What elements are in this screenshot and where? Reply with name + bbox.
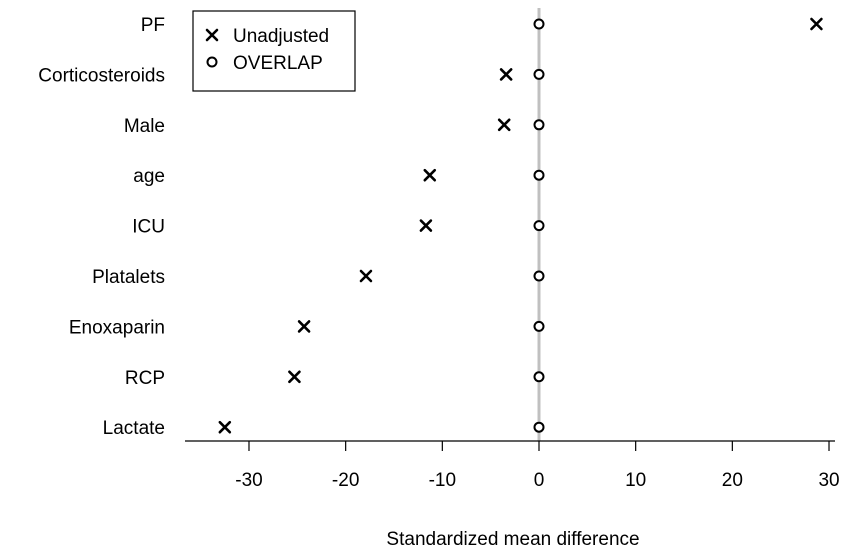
- point-overlap-platalets: [533, 270, 545, 282]
- point-overlap-enoxaparin: [533, 320, 545, 332]
- point-overlap-pf: [533, 18, 545, 30]
- point-unadjusted-male: [497, 118, 511, 132]
- legend-label-unadjusted: Unadjusted: [233, 26, 329, 47]
- x-tick-label-20: 20: [722, 470, 743, 491]
- x-axis: -30 -20 -10 0 10 20 30: [185, 440, 840, 491]
- x-tick-label-10: 10: [625, 470, 646, 491]
- point-unadjusted-pf: [810, 17, 823, 31]
- category-label-age: age: [133, 166, 165, 187]
- point-unadjusted-platalets: [359, 269, 373, 283]
- point-unadjusted-rcp: [288, 370, 301, 384]
- x-tick-label-20: -20: [332, 470, 359, 491]
- point-overlap-male: [533, 119, 545, 131]
- x-tick-label-10: -10: [429, 470, 456, 491]
- category-label-enoxaparin: Enoxaparin: [69, 317, 165, 338]
- point-overlap-age: [533, 169, 545, 181]
- category-label-platalets: Platalets: [92, 267, 165, 288]
- point-unadjusted-icu: [419, 219, 433, 232]
- legend-box: [192, 10, 356, 92]
- x-axis-label: Standardized mean difference: [386, 529, 639, 550]
- category-label-corticosteroids: Corticosteroids: [38, 65, 165, 86]
- point-overlap-rcp: [533, 371, 545, 383]
- category-label-male: Male: [124, 116, 165, 137]
- point-unadjusted-lactate: [218, 420, 232, 434]
- x-tick-label-0: 0: [534, 470, 545, 491]
- point-unadjusted-corticosteroids: [499, 68, 513, 81]
- point-overlap-icu: [533, 220, 545, 232]
- point-unadjusted-enoxaparin: [297, 320, 311, 333]
- legend: Unadjusted OVERLAP: [192, 10, 356, 92]
- legend-marker-unadjusted: [205, 28, 219, 42]
- point-unadjusted-age: [423, 168, 437, 182]
- category-label-pf: PF: [141, 15, 165, 36]
- category-label-icu: ICU: [132, 217, 165, 238]
- point-overlap-lactate: [533, 421, 545, 433]
- category-labels: PF Corticosteroids Male age ICU Platalets Enox…: [38, 15, 165, 439]
- legend-label-overlap: OVERLAP: [233, 53, 323, 74]
- x-tick-label-30: 30: [818, 470, 839, 491]
- data-points: [218, 17, 823, 434]
- category-label-lactate: Lactate: [103, 418, 165, 439]
- category-label-rcp: RCP: [125, 368, 165, 389]
- point-overlap-corticosteroids: [533, 68, 545, 80]
- legend-marker-overlap: [206, 56, 218, 68]
- x-tick-label-30: -30: [235, 470, 262, 491]
